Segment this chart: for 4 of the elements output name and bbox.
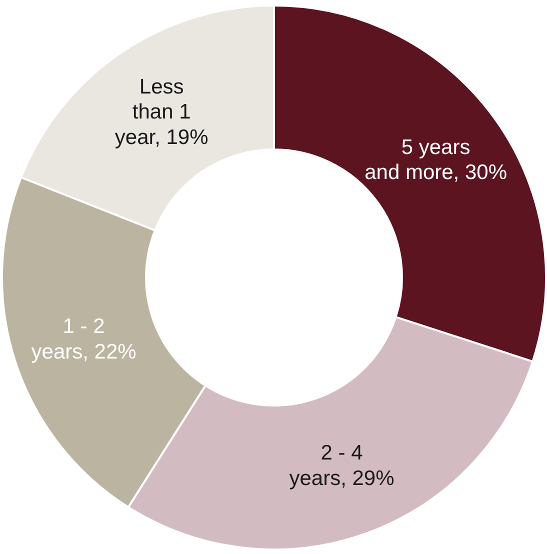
slice-label: 5 years and more, 30%: [364, 136, 508, 184]
slice-label: 1 - 2 years, 22%: [31, 315, 136, 364]
slice-label: Less than 1 year, 19%: [114, 75, 208, 149]
slice-label: 2 - 4 years, 29%: [289, 442, 394, 490]
